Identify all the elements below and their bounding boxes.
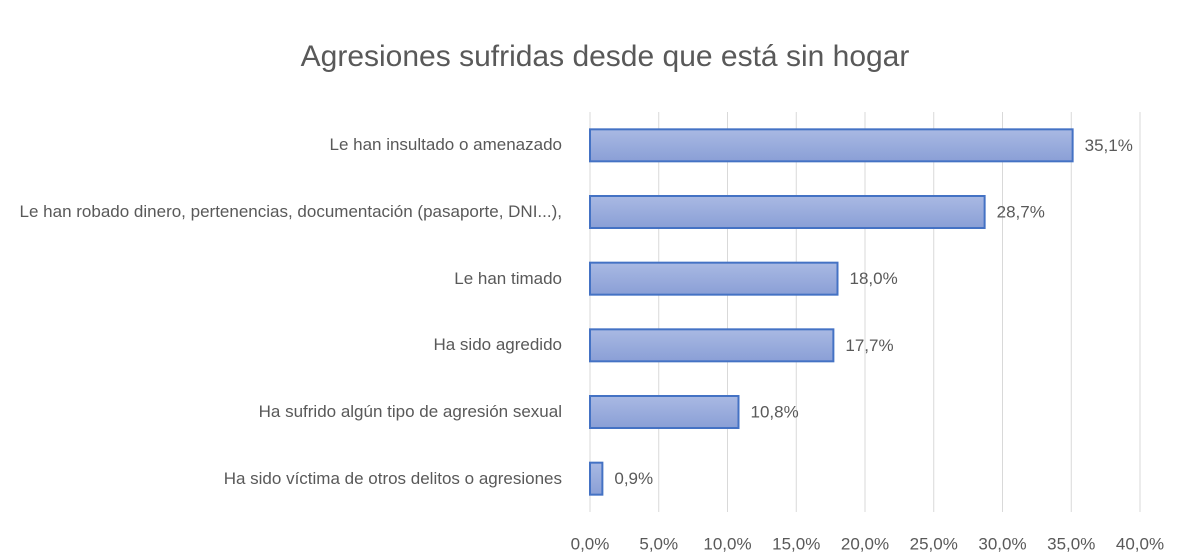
value-label: 18,0% [850, 269, 898, 288]
x-tick-label: 0,0% [571, 534, 610, 553]
value-label: 35,1% [1085, 136, 1133, 155]
category-text: Ha sufrido algún tipo de agresión sexual [258, 402, 562, 421]
x-tick-label: 10,0% [703, 534, 751, 553]
x-tick-label: 20,0% [841, 534, 889, 553]
bar [589, 461, 604, 496]
x-tick-label: 25,0% [910, 534, 958, 553]
category-text: Le han robado dinero, pertenencias, docu… [19, 202, 562, 221]
x-tick-label: 15,0% [772, 534, 820, 553]
x-tick-label: 40,0% [1116, 534, 1164, 553]
bar [589, 128, 1074, 163]
x-tick-label: 5,0% [639, 534, 678, 553]
value-label: 10,8% [751, 402, 799, 421]
category-label: Ha sido agredido [10, 315, 562, 375]
bar [589, 261, 839, 296]
x-tick-label: 35,0% [1047, 534, 1095, 553]
category-label: Le han timado [10, 249, 562, 309]
category-text: Le han timado [454, 268, 562, 288]
bar [589, 395, 740, 429]
value-label: 28,7% [997, 202, 1045, 221]
value-label: 17,7% [845, 336, 893, 355]
chart-title: Agresiones sufridas desde que está sin h… [301, 40, 910, 73]
category-text: Ha sido agredido [433, 335, 562, 355]
category-label: Le han insultado o amenazado [10, 115, 562, 175]
x-tick-label: 30,0% [978, 534, 1026, 553]
category-label: Le han robado dinero, pertenencias, docu… [10, 182, 562, 242]
bar [589, 328, 835, 363]
category-text: Le han insultado o amenazado [329, 135, 562, 155]
bar [589, 195, 986, 229]
category-label: Ha sufrido algún tipo de agresión sexual [10, 382, 562, 442]
category-text: Ha sido víctima de otros delitos o agres… [223, 468, 562, 488]
value-label: 0,9% [614, 469, 653, 488]
category-label: Ha sido víctima de otros delitos o agres… [10, 449, 562, 509]
